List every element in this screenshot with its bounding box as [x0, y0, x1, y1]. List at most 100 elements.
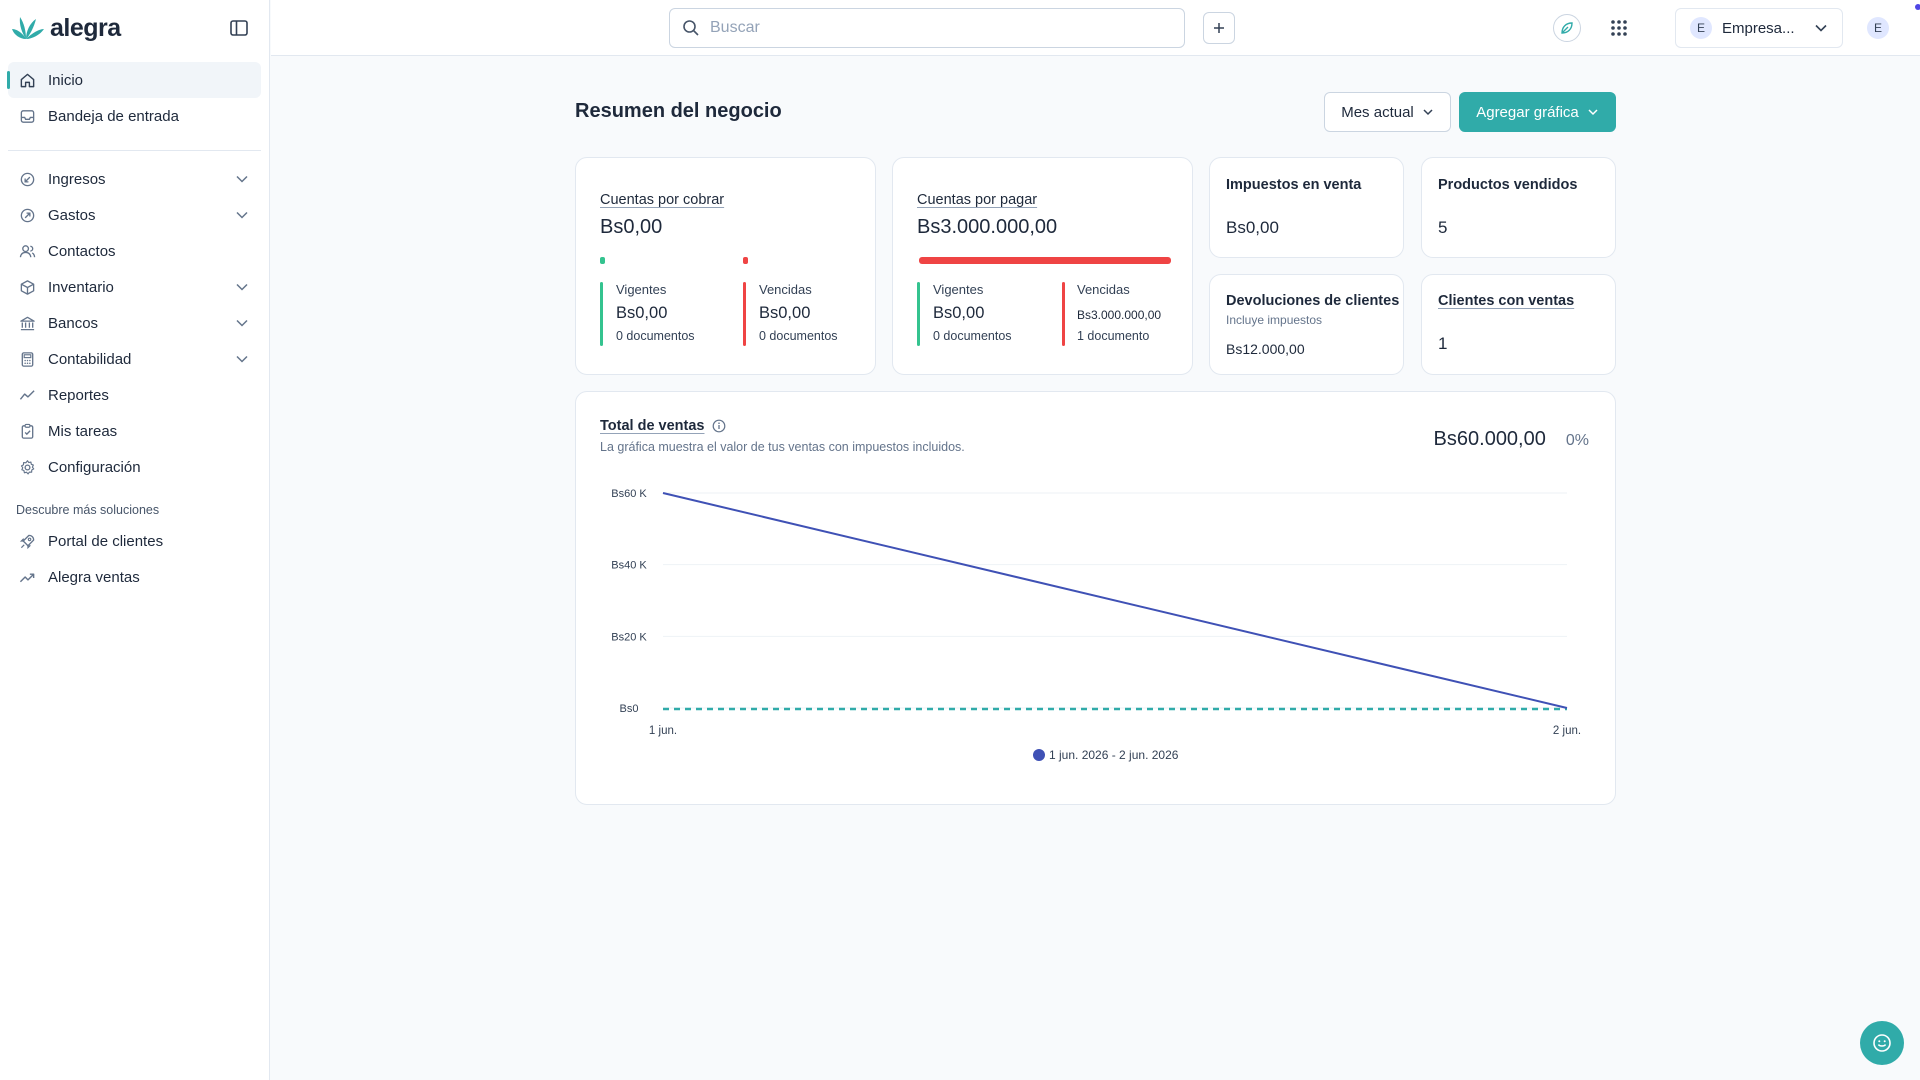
chevron-down-icon — [1423, 109, 1433, 116]
legend-marker — [1033, 749, 1045, 761]
sidebar-item-label: Alegra ventas — [48, 568, 140, 586]
sidebar-item-contactos[interactable]: Contactos — [8, 233, 261, 269]
payable-current-label: Vigentes — [933, 282, 984, 297]
sidebar-item-label: Inicio — [48, 71, 84, 89]
receivable-title[interactable]: Cuentas por cobrar — [600, 192, 725, 208]
returns-subtitle: Incluye impuestos — [1226, 313, 1323, 327]
sidebar-item-bancos[interactable]: Bancos — [8, 305, 261, 341]
sidebar-nav: Inicio Bandeja de entrada — [0, 56, 269, 140]
receivable-current-amount: Bs0,00 — [616, 304, 668, 322]
products-sold-title: Productos vendidos — [1438, 177, 1578, 193]
expense-icon — [18, 206, 36, 224]
payable-overdue-label: Vencidas — [1077, 282, 1130, 297]
sidebar-item-alegra-ventas[interactable]: Alegra ventas — [8, 559, 261, 595]
calculator-icon — [18, 350, 36, 368]
sidebar: alegra Inicio Bandeja de entrada — [0, 0, 270, 1080]
sidebar-nav-main: Ingresos Gastos Contactos Inventario — [0, 161, 269, 491]
sidebar-item-label: Ingresos — [48, 170, 106, 188]
rocket-icon — [18, 532, 36, 550]
returns-value: Bs12.000,00 — [1226, 341, 1305, 357]
search-input[interactable] — [710, 19, 1172, 37]
series-line-primary — [662, 492, 1568, 709]
receivable-overdue-bar — [743, 282, 746, 346]
sidebar-item-label: Bandeja de entrada — [48, 107, 179, 125]
sales-tax-value: Bs0,00 — [1226, 218, 1279, 237]
y-tick-label: Bs0 — [620, 703, 639, 715]
quick-create-button[interactable] — [1203, 12, 1235, 44]
chevron-down-icon[interactable] — [233, 314, 251, 332]
trend-up-icon — [18, 568, 36, 586]
sales-change-percent: 0% — [1565, 432, 1589, 449]
sales-chart-title[interactable]: Total de ventas — [600, 418, 705, 434]
chevron-down-icon[interactable] — [233, 206, 251, 224]
sidebar-divider — [8, 150, 261, 151]
company-selector[interactable]: E Empresa... — [1675, 8, 1843, 48]
apps-menu-button[interactable] — [1607, 16, 1631, 40]
y-tick-label: Bs60 K — [611, 488, 647, 500]
company-name: Empresa... — [1722, 19, 1795, 37]
user-avatar[interactable]: E — [1867, 17, 1889, 39]
bank-icon — [18, 314, 36, 332]
add-chart-button[interactable]: Agregar gráfica — [1459, 92, 1616, 132]
clients-sales-title[interactable]: Clientes con ventas — [1438, 293, 1575, 309]
payable-current-amount: Bs0,00 — [933, 304, 985, 322]
receivable-current-docs: 0 documentos — [616, 329, 695, 343]
payable-overdue-bar — [1062, 282, 1065, 346]
sidebar-item-label: Inventario — [48, 278, 114, 296]
sidebar-item-inventario[interactable]: Inventario — [8, 269, 261, 305]
leaf-icon — [1561, 22, 1573, 34]
sidebar-item-label: Portal de clientes — [48, 532, 164, 550]
receivable-overdue-indicator — [743, 257, 748, 264]
chart-line-icon — [18, 386, 36, 404]
sidebar-item-label: Configuración — [48, 458, 141, 476]
returns-title: Devoluciones de clientes — [1226, 293, 1400, 309]
alegra-logo[interactable]: alegra — [10, 14, 121, 43]
clipboard-icon — [18, 422, 36, 440]
sidebar-collapse-button[interactable] — [227, 16, 251, 40]
box-icon — [18, 278, 36, 296]
home-icon — [18, 71, 36, 89]
sidebar-item-ingresos[interactable]: Ingresos — [8, 161, 261, 197]
payable-card: Cuentas por pagar Bs3.000.000,00 Vigente… — [892, 157, 1193, 375]
sidebar-toggle-icon — [230, 20, 248, 36]
sidebar-item-portal[interactable]: Portal de clientes — [8, 523, 261, 559]
sidebar-item-bandeja[interactable]: Bandeja de entrada — [8, 98, 261, 134]
notification-dot — [1915, 4, 1920, 10]
sidebar-item-reportes[interactable]: Reportes — [8, 377, 261, 413]
alegra-leaf-icon — [12, 17, 44, 39]
plus-icon — [1214, 23, 1224, 33]
products-sold-card: Productos vendidos 5 — [1421, 157, 1616, 258]
sidebar-item-contabilidad[interactable]: Contabilidad — [8, 341, 261, 377]
sidebar-item-tareas[interactable]: Mis tareas — [8, 413, 261, 449]
receivable-current-bar — [600, 282, 603, 346]
sales-chart-card: Total de ventas La gráfica muestra el va… — [575, 391, 1616, 805]
sales-chart-summary: Bs60.000,00 0% — [1434, 428, 1589, 451]
sales-chart-header: Total de ventas — [600, 418, 726, 434]
legend-label: 1 jun. 2026 - 2 jun. 2026 — [1049, 748, 1179, 762]
chevron-down-icon[interactable] — [233, 278, 251, 296]
payable-amount: Bs3.000.000,00 — [917, 216, 1058, 238]
page-title: Resumen del negocio — [575, 100, 782, 122]
chevron-down-icon[interactable] — [233, 170, 251, 188]
receivable-overdue-docs: 0 documentos — [759, 329, 838, 343]
sales-tax-card: Impuestos en venta Bs0,00 — [1209, 157, 1404, 258]
payable-title[interactable]: Cuentas por pagar — [917, 192, 1038, 208]
sustainability-button[interactable] — [1553, 14, 1581, 42]
sales-tax-title: Impuestos en venta — [1226, 177, 1362, 193]
period-dropdown-button[interactable]: Mes actual — [1324, 92, 1451, 132]
chevron-down-icon[interactable] — [233, 350, 251, 368]
payable-overdue-docs: 1 documento — [1077, 329, 1150, 343]
add-chart-label: Agregar gráfica — [1476, 103, 1579, 121]
payable-current-bar — [917, 282, 920, 346]
sidebar-section-title: Descubre más soluciones — [16, 503, 160, 517]
receivable-current-label: Vigentes — [616, 282, 667, 297]
sales-chart-description: La gráfica muestra el valor de tus venta… — [600, 440, 965, 454]
sidebar-item-inicio[interactable]: Inicio — [7, 62, 261, 98]
support-chat-button[interactable] — [1860, 1021, 1904, 1065]
info-icon[interactable] — [712, 419, 726, 433]
sidebar-item-gastos[interactable]: Gastos — [8, 197, 261, 233]
chevron-down-icon — [1815, 24, 1827, 32]
search-box[interactable] — [669, 8, 1185, 48]
returns-card: Devoluciones de clientes Incluye impuest… — [1209, 274, 1404, 375]
sidebar-item-configuracion[interactable]: Configuración — [8, 449, 261, 485]
